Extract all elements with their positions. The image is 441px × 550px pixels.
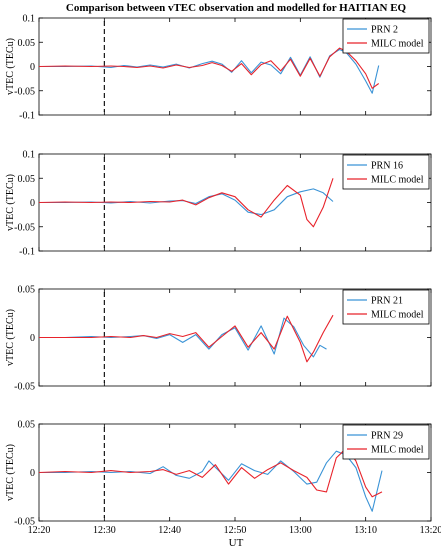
y-tick-label: -0.1 [19,111,35,122]
model-series-line [38,47,380,89]
chart-panel-4: -0.05 0 0.05 12:20 12:30 12:40 12:50 13:00 13:10… [5,420,441,537]
y-tick-label: 0.05 [18,174,36,185]
legend-box [342,154,430,190]
legend-label: PRN 29 [371,431,403,442]
x-tick-label: 13:00 [289,525,312,536]
y-axis-label: vTEC (TECu) [5,309,16,366]
legend-label: PRN 21 [371,296,403,307]
legend-label: PRN 2 [371,25,398,36]
model-series-line [38,447,383,498]
x-tick-label: 12:20 [28,525,51,536]
x-tick-label: 13:10 [354,525,377,536]
x-tick-label: 12:50 [224,525,247,536]
legend-label: PRN 16 [371,161,403,172]
observation-series-line [39,450,383,512]
observation-series-line [39,48,380,94]
y-tick-label: -0.05 [14,222,35,233]
legend: PRN 29 MILC model [342,424,430,460]
x-tick-label: 12:40 [158,525,181,536]
y-tick-label: -0.05 [14,382,35,393]
legend: PRN 21 MILC model [342,289,430,325]
x-tick-label: 13:20 [420,525,441,536]
legend-label: MILC model [371,175,424,186]
legend: PRN 16 MILC model [342,154,430,190]
model-series-line [38,178,334,228]
y-tick-label: 0.05 [18,420,36,431]
y-tick-label: 0 [30,333,35,344]
x-axis-label: UT [229,537,244,549]
y-tick-label: 0 [30,62,35,73]
y-tick-label: -0.05 [14,86,35,97]
y-tick-label: 0.05 [18,285,36,296]
legend-label: MILC model [371,39,424,50]
chart-panel-2: -0.1 -0.05 0 0.05 0.1 vTEC (TECu) PRN 16 MILC m… [5,150,432,258]
y-tick-label: 0.05 [18,38,36,49]
model-series-line [39,314,334,363]
legend-box [342,18,430,54]
legend-box [342,289,430,325]
chart-panel-1: -0.1 -0.05 0 0.05 0.1 vTEC (TECu) PRN 2 MILC mo… [5,14,432,122]
y-tick-label: -0.05 [14,517,35,528]
chart-panel-3: -0.05 0 0.05 vTEC (TECu) PRN 21 MILC model [5,285,432,393]
y-tick-label: 0.1 [23,14,36,25]
y-tick-label: 0.1 [23,150,36,161]
x-tick-label: 12:30 [93,525,116,536]
y-axis-label: vTEC (TECu) [5,174,16,231]
legend-label: MILC model [371,445,424,456]
figure-title: Comparison between vTEC observation and … [66,2,407,14]
y-tick-label: -0.1 [19,247,35,258]
y-tick-label: 0 [30,198,35,209]
legend: PRN 2 MILC model [342,18,430,54]
y-axis-label: vTEC (TECu) [5,444,16,501]
legend-label: MILC model [371,310,424,321]
legend-box [342,424,430,460]
y-axis-label: vTEC (TECu) [5,38,16,95]
y-tick-label: 0 [30,468,35,479]
